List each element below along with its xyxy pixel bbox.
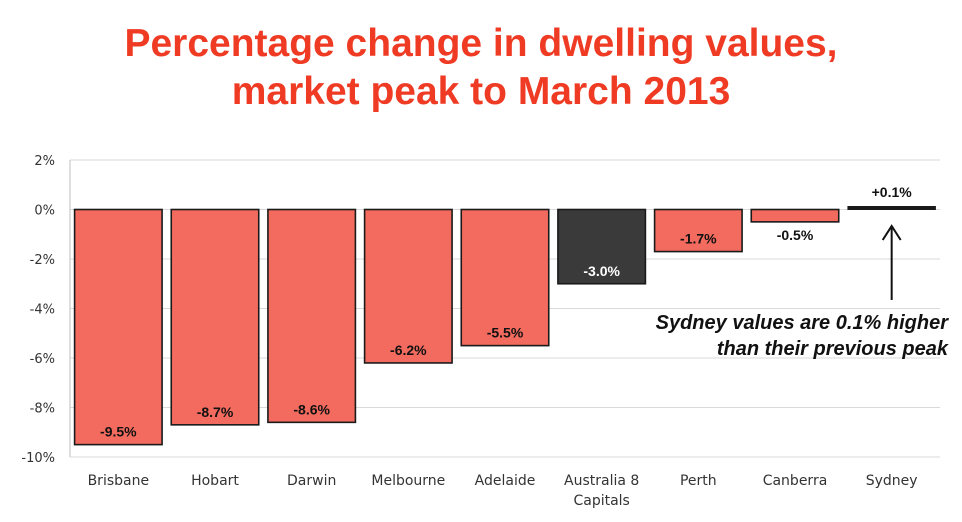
data-label: -8.6% bbox=[293, 401, 330, 417]
bar bbox=[267, 208, 357, 424]
category-label: Hobart bbox=[191, 473, 239, 489]
annotation-arrow-head bbox=[881, 224, 902, 241]
data-label: -1.7% bbox=[680, 231, 717, 247]
y-tick-label: -4% bbox=[30, 303, 55, 318]
sydney-annotation: Sydney values are 0.1% higher than their… bbox=[560, 310, 948, 362]
bar bbox=[557, 208, 647, 285]
y-tick-label: -10% bbox=[21, 451, 55, 466]
data-label: -3.0% bbox=[583, 263, 620, 279]
y-tick-label: 2% bbox=[34, 154, 55, 169]
annotation-line-1: Sydney values are 0.1% higher bbox=[655, 312, 948, 334]
category-label: Capitals bbox=[573, 493, 629, 509]
category-label: Adelaide bbox=[475, 473, 536, 489]
bar bbox=[363, 208, 453, 364]
category-label: Sydney bbox=[866, 473, 918, 489]
category-label: Melbourne bbox=[371, 473, 445, 489]
y-tick-label: -2% bbox=[30, 253, 55, 268]
category-label: Darwin bbox=[287, 473, 336, 489]
data-label: -6.2% bbox=[390, 342, 427, 358]
bar bbox=[73, 208, 163, 446]
annotation-line-2: than their previous peak bbox=[716, 338, 948, 360]
data-label: -5.5% bbox=[487, 325, 524, 341]
bar bbox=[653, 208, 743, 253]
bar bbox=[170, 208, 260, 426]
bar bbox=[460, 208, 550, 347]
category-label: Brisbane bbox=[88, 473, 150, 489]
title-line-2: market peak to March 2013 bbox=[231, 70, 731, 113]
y-tick-label: 0% bbox=[34, 204, 55, 219]
bar bbox=[847, 206, 936, 210]
data-label: -9.5% bbox=[100, 424, 137, 440]
category-label: Perth bbox=[680, 473, 717, 489]
category-label: Australia 8 bbox=[564, 473, 639, 489]
y-tick-label: -6% bbox=[30, 352, 55, 367]
category-label: Canberra bbox=[763, 473, 828, 489]
bar bbox=[750, 208, 840, 223]
chart-title: Percentage change in dwelling values, ma… bbox=[0, 20, 962, 116]
data-label: +0.1% bbox=[872, 184, 913, 200]
data-label: -0.5% bbox=[777, 227, 814, 243]
y-tick-label: -8% bbox=[30, 402, 55, 417]
title-line-1: Percentage change in dwelling values, bbox=[124, 22, 838, 65]
data-label: -8.7% bbox=[197, 404, 234, 420]
